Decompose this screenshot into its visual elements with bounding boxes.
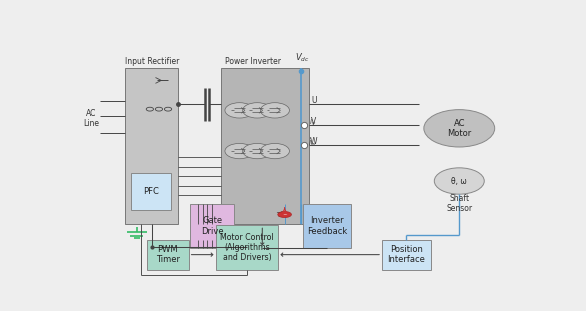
Circle shape	[434, 168, 484, 194]
Circle shape	[243, 143, 272, 159]
FancyBboxPatch shape	[147, 240, 189, 270]
Text: Position
Interface: Position Interface	[387, 245, 425, 264]
Text: PFC: PFC	[143, 187, 159, 196]
Text: V: V	[311, 117, 316, 126]
Text: θ, ω: θ, ω	[451, 177, 467, 185]
Text: Motor Control
(Algorithms
and Drivers): Motor Control (Algorithms and Drivers)	[220, 233, 274, 262]
Text: Input Rectifier: Input Rectifier	[125, 57, 179, 66]
Text: Shaft
Sensor: Shaft Sensor	[446, 194, 472, 213]
FancyBboxPatch shape	[221, 68, 309, 224]
Text: ~: ~	[282, 212, 287, 217]
FancyBboxPatch shape	[382, 240, 431, 270]
Circle shape	[243, 103, 272, 118]
Ellipse shape	[278, 211, 291, 217]
Circle shape	[424, 110, 495, 147]
Text: U: U	[311, 96, 316, 105]
FancyBboxPatch shape	[190, 204, 234, 248]
Text: $i_v$: $i_v$	[309, 115, 316, 128]
Text: W: W	[310, 137, 318, 146]
FancyBboxPatch shape	[131, 173, 171, 210]
Text: Inverter
Feedback: Inverter Feedback	[306, 216, 347, 236]
Circle shape	[260, 103, 289, 118]
Text: Gate
Drive: Gate Drive	[201, 216, 224, 236]
Text: Power Inverter: Power Inverter	[224, 57, 281, 66]
Circle shape	[225, 143, 254, 159]
Text: PWM
Timer: PWM Timer	[156, 245, 180, 264]
Circle shape	[260, 143, 289, 159]
Text: AC
Motor: AC Motor	[447, 118, 471, 138]
FancyBboxPatch shape	[216, 225, 278, 270]
FancyBboxPatch shape	[125, 68, 178, 224]
Text: T°: T°	[277, 211, 284, 217]
Text: $V_{dc}$: $V_{dc}$	[295, 51, 310, 64]
Text: $i_w$: $i_w$	[308, 137, 317, 149]
Circle shape	[225, 103, 254, 118]
Text: AC
Line: AC Line	[83, 109, 99, 128]
FancyBboxPatch shape	[302, 204, 351, 248]
